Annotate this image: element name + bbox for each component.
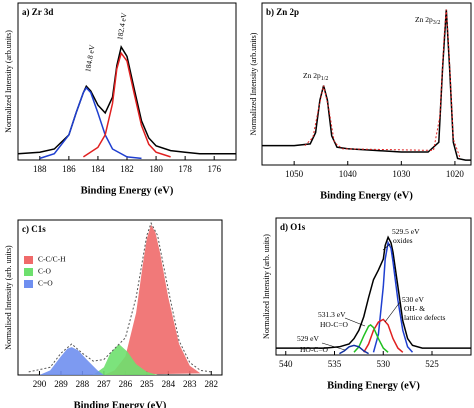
x-tick-label: 188 <box>33 164 47 174</box>
plot-frame <box>17 2 237 161</box>
x-tick-label: 287 <box>97 379 111 389</box>
annotation-subscript: 3/2 <box>433 20 441 26</box>
annotation-text: 182.4 eV <box>115 11 129 40</box>
line <box>262 9 471 161</box>
x-axis-label: Binding Energy (eV) <box>320 190 413 201</box>
plot-frame <box>261 2 472 166</box>
legend-swatch <box>24 256 33 264</box>
x-tick-label: 535 <box>328 359 342 369</box>
y-axis-label: Normalized Intensity (arb.units) <box>4 30 13 133</box>
x-tick-label: 285 <box>140 379 154 389</box>
line <box>372 240 414 353</box>
x-tick-label: 525 <box>425 359 439 369</box>
x-tick-label: 283 <box>183 379 197 389</box>
annotation-subscript: 1/2 <box>321 76 329 82</box>
line <box>304 9 461 159</box>
x-tick-label: 286 <box>119 379 133 389</box>
x-axis-label: Binding Energy (eV) <box>74 400 167 408</box>
annotation-text: 184.8 eV <box>83 43 97 72</box>
annotation-text: HO-C=O <box>320 320 349 329</box>
annotation: 531.3 eV <box>318 310 346 319</box>
x-tick-label: 184 <box>91 164 105 174</box>
x-tick-label: 1040 <box>339 169 358 179</box>
panel-title: c) C1s <box>22 224 46 234</box>
x-tick-label: 1050 <box>285 169 304 179</box>
annotation: 529 eV <box>297 334 319 343</box>
annotation: 184.8 eV <box>83 43 97 72</box>
panel-title: a) Zr 3d <box>22 7 53 17</box>
area <box>93 344 158 375</box>
annotation: oxides <box>393 236 413 245</box>
annotation-text: 529.5 eV <box>392 227 420 236</box>
legend-swatch <box>24 280 33 288</box>
leader-line <box>344 317 366 327</box>
y-axis-label: Normalized Intensity (arb. units) <box>262 234 271 339</box>
x-axis-label: Binding Energy (eV) <box>81 185 174 196</box>
x-tick-label: 282 <box>205 379 219 389</box>
annotation: 529.5 eV <box>392 227 420 236</box>
annotation: HO-C=O <box>320 320 349 329</box>
x-tick-label: 1020 <box>446 169 465 179</box>
legend-label: C-O <box>38 267 52 276</box>
x-tick-label: 289 <box>54 379 68 389</box>
x-axis-label: Binding Energy (eV) <box>327 380 420 391</box>
line <box>339 344 369 355</box>
annotation: Zn 2p3/2 <box>415 15 440 27</box>
x-tick-label: 180 <box>149 164 163 174</box>
x-tick-label: 178 <box>178 164 192 174</box>
x-tick-label: 290 <box>33 379 47 389</box>
plot-frame <box>275 217 472 356</box>
leader-line <box>321 342 346 351</box>
annotation-text: lattice defects <box>404 313 446 322</box>
legend-swatch <box>24 268 33 276</box>
line <box>82 51 171 158</box>
x-tick-label: 540 <box>279 359 293 369</box>
annotation: lattice defects <box>404 313 446 322</box>
legend-label: C=O <box>38 279 53 288</box>
line <box>39 86 142 160</box>
annotation-text: 531.3 eV <box>318 310 346 319</box>
annotation-text: Zn 2p <box>415 15 433 24</box>
area <box>39 347 104 375</box>
annotation: HO-C=O <box>300 345 329 354</box>
line <box>353 323 389 353</box>
x-tick-label: 186 <box>62 164 76 174</box>
panel-title: d) O1s <box>280 222 306 232</box>
line <box>363 318 404 353</box>
x-tick-label: 176 <box>207 164 221 174</box>
line <box>276 235 471 349</box>
annotation-text: 529 eV <box>297 334 319 343</box>
annotation: 182.4 eV <box>115 11 129 40</box>
x-tick-label: 1030 <box>392 169 411 179</box>
x-tick-label: 284 <box>162 379 176 389</box>
annotation: 530 eV <box>402 295 424 304</box>
annotation-text: OH- & <box>404 304 425 313</box>
area <box>103 224 201 375</box>
y-axis-label: Normalized Intensity (arb.units) <box>249 32 258 135</box>
x-tick-label: 288 <box>76 379 90 389</box>
x-tick-label: 530 <box>377 359 391 369</box>
annotation-text: Zn 2p <box>303 71 321 80</box>
annotation-text: oxides <box>393 236 413 245</box>
panel-title: b) Zn 2p <box>266 7 299 17</box>
annotation-text: 530 eV <box>402 295 424 304</box>
annotation: OH- & <box>404 304 425 313</box>
leader-line <box>384 301 401 323</box>
annotation-text: HO-C=O <box>300 345 329 354</box>
y-axis-label: Normalised Intensity (arb. units) <box>4 245 13 350</box>
annotation: Zn 2p1/2 <box>303 71 328 83</box>
leader-line <box>382 243 391 251</box>
legend-label: C-C/C-H <box>38 255 66 264</box>
x-tick-label: 182 <box>120 164 134 174</box>
